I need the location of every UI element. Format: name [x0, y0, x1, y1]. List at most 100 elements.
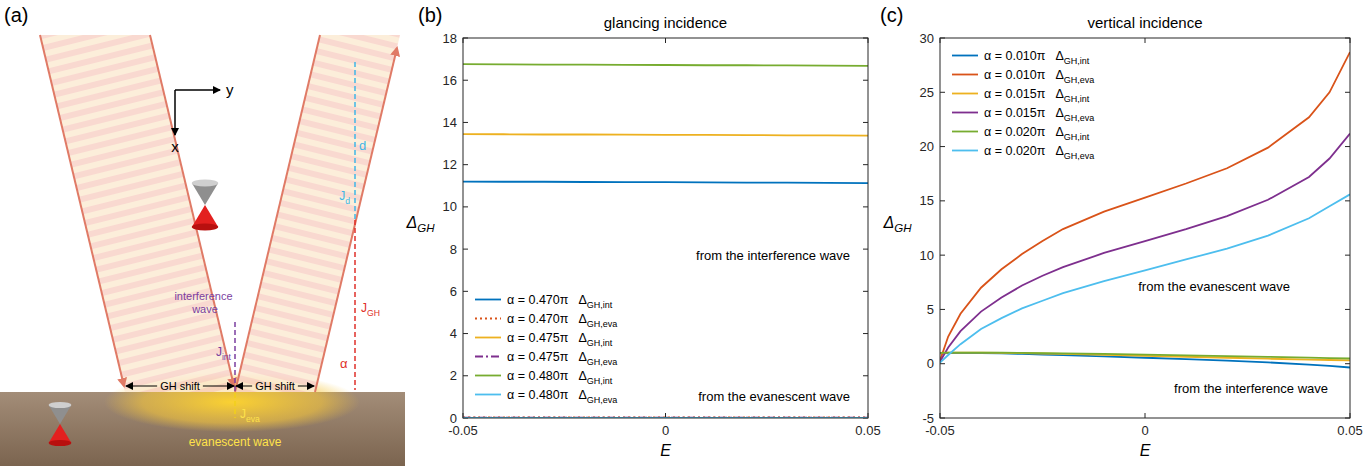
x-tick-label: 0 — [662, 423, 669, 438]
series-line — [940, 353, 1350, 368]
y-tick-label: 12 — [443, 157, 457, 172]
y-tick — [1345, 92, 1350, 93]
delta: Δ — [1055, 49, 1063, 63]
y-tick — [463, 122, 468, 123]
x-axis-title: E — [1140, 442, 1151, 459]
series-line — [463, 182, 868, 183]
gh-arrow — [236, 386, 252, 387]
axis-name: y — [226, 81, 234, 98]
y-tick — [940, 146, 945, 147]
y-tick — [1345, 255, 1350, 256]
x-tick — [1145, 38, 1146, 43]
legend-swatch — [952, 131, 978, 133]
figure: yxinterference waveJintJevaevanescent wa… — [0, 0, 1370, 466]
legend-swatch — [952, 150, 978, 152]
y-tick-label: 18 — [443, 31, 457, 46]
diagram-panel: yxinterference waveJintJevaevanescent wa… — [0, 35, 405, 466]
legend-swatch — [475, 394, 501, 396]
y-tick-label: 5 — [927, 302, 934, 317]
y-tick — [463, 80, 468, 81]
legend-label: α = 0.015πΔGH,int — [984, 87, 1090, 104]
delta: Δ — [406, 214, 418, 231]
axis-arrow — [175, 89, 220, 91]
interference-label: interference wave — [174, 290, 235, 315]
y-tick — [940, 363, 945, 364]
legend-label: α = 0.475πΔGH,int — [507, 331, 613, 348]
delta: Δ — [1055, 144, 1063, 158]
legend-label: α = 0.480πΔGH,int — [507, 369, 613, 386]
series-line — [940, 134, 1350, 362]
delta: Δ — [1055, 68, 1063, 82]
beam-edge — [40, 35, 124, 386]
y-tick-label: -5 — [922, 411, 934, 426]
distance-marker — [354, 62, 356, 220]
y-tick-label: 15 — [920, 193, 934, 208]
beam-edge — [150, 35, 234, 386]
evanescent-label: evanescent wave — [189, 435, 282, 449]
gh-arrow — [298, 386, 314, 387]
legend-swatch — [475, 375, 501, 377]
y-tick — [863, 206, 868, 207]
y-tick — [463, 291, 468, 292]
cone-top — [192, 179, 218, 186]
series-group — [940, 52, 1350, 367]
legend: α = 0.010πΔGH,int α = 0.010πΔGH,eva α = 0.… — [948, 42, 1102, 164]
y-tick — [1345, 146, 1350, 147]
annotation: from the evanescent wave — [698, 389, 850, 404]
gh-current-marker — [354, 220, 356, 390]
y-tick — [1345, 200, 1350, 201]
y-tick-label: 0 — [450, 411, 457, 426]
panel-label: (b) — [418, 4, 442, 26]
series-line — [940, 52, 1350, 360]
subscript: GH,int — [587, 300, 613, 310]
y-tick — [463, 164, 468, 165]
annotation: from the interference wave — [696, 248, 850, 263]
beam-edge — [235, 35, 320, 392]
subscript: GH,eva — [1064, 151, 1095, 161]
y-tick-label: 30 — [920, 31, 934, 46]
delta: Δ — [578, 312, 586, 326]
legend-label: α = 0.010πΔGH,int — [984, 49, 1090, 66]
axis-name: x — [171, 138, 179, 155]
annotation: from the interference wave — [1174, 381, 1328, 396]
chart-panel: -0.0500.05-5051015202530vertical inciden… — [883, 14, 1363, 459]
text-line: wave — [191, 303, 218, 315]
cone-top — [49, 402, 72, 408]
legend-label: α = 0.475πΔGH,eva — [507, 350, 617, 367]
y-tick — [463, 333, 468, 334]
delta: Δ — [578, 331, 586, 345]
legend-swatch — [952, 93, 978, 95]
y-tick — [940, 92, 945, 93]
legend-label: α = 0.470πΔGH,eva — [507, 312, 617, 329]
subscript: GH,eva — [587, 319, 618, 329]
y-tick-label: 8 — [450, 242, 457, 257]
x-tick-label: 0.05 — [1337, 423, 1362, 438]
plot-background — [463, 38, 868, 418]
subscript: GH — [367, 308, 380, 318]
x-tick — [665, 38, 666, 43]
legend-label: α = 0.010πΔGH,eva — [984, 68, 1094, 85]
subscript: d — [345, 196, 350, 206]
subscript: GH,eva — [1064, 75, 1095, 85]
legend: α = 0.470πΔGH,intα = 0.470πΔGH,evaα = 0.… — [471, 286, 625, 408]
chart-title: glancing incidence — [604, 14, 727, 31]
incident-beam — [40, 35, 235, 392]
subscript: eva — [246, 414, 260, 424]
y-tick — [863, 291, 868, 292]
subscript: GH — [417, 222, 435, 234]
y-tick-label: 20 — [920, 139, 934, 154]
delta: Δ — [1055, 106, 1063, 120]
delta: Δ — [1055, 125, 1063, 139]
legend-background — [948, 42, 1102, 164]
gh-shift-label: GH shift — [255, 380, 295, 392]
gh-shift-label: GH shift — [160, 380, 200, 392]
x-tick-label: 0 — [1141, 423, 1148, 438]
current-label: JGH — [361, 301, 380, 318]
y-tick-label: 16 — [443, 73, 457, 88]
beam-edge — [315, 48, 397, 392]
cone-base — [192, 223, 218, 230]
gh-arrow — [203, 386, 234, 387]
chart-panel: -0.0500.05024681012141618glancing incide… — [406, 14, 881, 459]
subscript: GH,int — [1064, 132, 1090, 142]
dirac-cone — [192, 179, 218, 230]
